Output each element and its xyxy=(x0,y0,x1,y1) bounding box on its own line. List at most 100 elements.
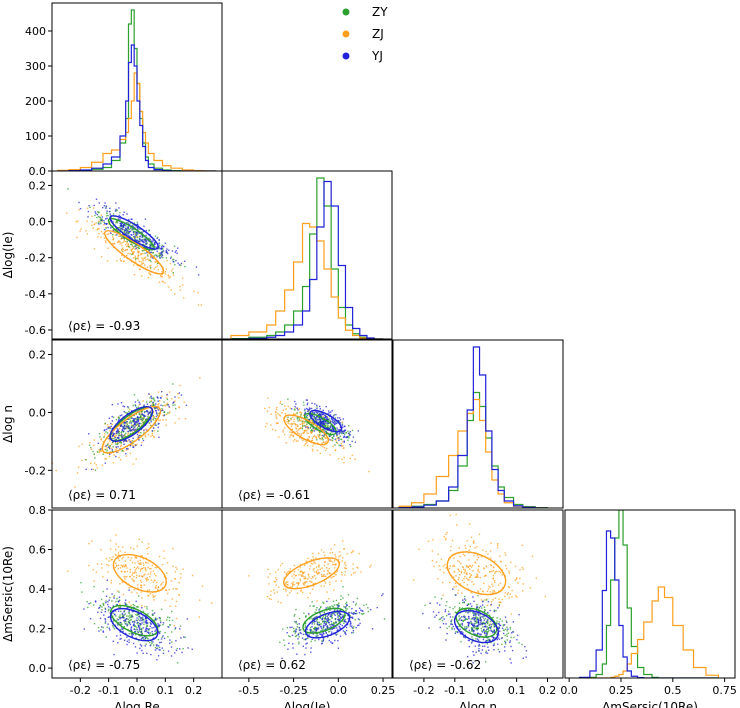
scatter-point xyxy=(130,422,132,424)
scatter-point xyxy=(294,423,297,425)
scatter-point xyxy=(329,609,331,611)
scatter-point xyxy=(140,581,143,583)
scatter-point xyxy=(334,618,337,620)
scatter-point xyxy=(107,616,109,619)
scatter-point xyxy=(303,571,306,573)
scatter-point xyxy=(330,439,333,441)
scatter-point xyxy=(141,235,144,238)
scatter-point xyxy=(139,628,141,630)
scatter-point xyxy=(460,641,462,643)
scatter-point xyxy=(172,565,174,568)
x-axis-label: Δlog n xyxy=(459,700,497,708)
scatter-point xyxy=(284,583,287,585)
scatter-point xyxy=(306,628,309,631)
scatter-point xyxy=(318,608,321,610)
scatter-point xyxy=(270,594,272,596)
ellipse-ZJ xyxy=(101,405,162,454)
scatter-point xyxy=(302,572,304,574)
scatter-point xyxy=(149,424,152,426)
scatter-point xyxy=(113,433,116,435)
scatter-point xyxy=(171,610,173,613)
scatter-point xyxy=(308,580,311,582)
scatter-point xyxy=(144,428,147,430)
scatter-point xyxy=(123,443,125,445)
scatter-point xyxy=(466,573,468,576)
scatter-point xyxy=(478,636,481,639)
scatter-point xyxy=(108,223,110,225)
scatter-point xyxy=(349,616,352,619)
scatter-point xyxy=(112,462,115,464)
scatter-point xyxy=(517,582,519,584)
scatter-point xyxy=(336,442,339,444)
scatter-point xyxy=(141,413,143,416)
scatter-point xyxy=(334,422,337,424)
scatter-point xyxy=(310,562,313,565)
scatter-point xyxy=(316,635,318,637)
scatter-point xyxy=(122,441,125,443)
scatter-point xyxy=(445,533,447,536)
scatter-point xyxy=(492,585,494,587)
scatter-point xyxy=(468,579,470,581)
ellipse-YJ xyxy=(304,610,351,639)
scatter-point xyxy=(135,261,137,263)
scatter-point xyxy=(138,434,141,437)
scatter-point xyxy=(321,567,323,569)
scatter-point xyxy=(153,573,156,575)
scatter-point xyxy=(336,609,339,611)
scatter-point xyxy=(311,601,313,603)
scatter-point xyxy=(505,620,508,622)
scatter-point xyxy=(157,586,160,588)
scatter-point xyxy=(273,592,276,594)
scatter-point xyxy=(518,642,520,644)
scatter-point xyxy=(178,417,180,420)
panel-frame xyxy=(392,509,564,679)
scatter-point xyxy=(341,458,343,461)
scatter-point xyxy=(184,636,186,639)
scatter-point xyxy=(145,629,148,632)
scatter-point xyxy=(282,409,285,412)
scatter-point xyxy=(147,433,150,436)
scatter-point xyxy=(168,626,170,628)
scatter-point xyxy=(329,583,331,586)
scatter-point xyxy=(110,422,112,425)
scatter-point xyxy=(174,400,176,402)
scatter-point xyxy=(158,632,161,635)
scatter-point xyxy=(331,431,333,433)
scatter-point xyxy=(121,254,123,256)
scatter-point xyxy=(499,571,502,574)
scatter-point xyxy=(145,561,147,564)
scatter-point xyxy=(144,218,147,220)
scatter-point xyxy=(142,616,144,618)
scatter-point xyxy=(185,404,188,407)
scatter-point xyxy=(324,417,326,420)
scatter-point xyxy=(458,547,460,549)
scatter-point xyxy=(312,552,314,555)
scatter-point xyxy=(126,423,128,426)
scatter-point xyxy=(309,565,312,567)
scatter-point xyxy=(132,442,134,445)
scatter-point xyxy=(136,264,139,267)
scatter-point xyxy=(471,628,473,631)
scatter-point xyxy=(106,210,108,212)
scatter-point xyxy=(306,417,309,419)
scatter-point xyxy=(157,655,160,657)
scatter-point xyxy=(497,623,499,625)
scatter-point xyxy=(476,617,479,619)
scatter-point xyxy=(122,405,124,407)
scatter-point xyxy=(329,419,331,422)
scatter-point xyxy=(475,614,477,616)
scatter-point xyxy=(155,587,157,589)
scatter-point xyxy=(95,198,98,200)
scatter-point xyxy=(473,624,475,627)
scatter-point xyxy=(504,592,506,594)
scatter-point xyxy=(516,634,519,637)
scatter-point xyxy=(154,630,156,632)
scatter-point xyxy=(362,613,364,616)
scatter-point xyxy=(504,640,506,642)
scatter-point xyxy=(344,606,346,609)
scatter-point xyxy=(292,647,294,649)
scatter-point xyxy=(314,611,316,613)
scatter-point xyxy=(354,604,357,606)
scatter-point xyxy=(310,559,313,561)
scatter-point xyxy=(119,614,121,616)
